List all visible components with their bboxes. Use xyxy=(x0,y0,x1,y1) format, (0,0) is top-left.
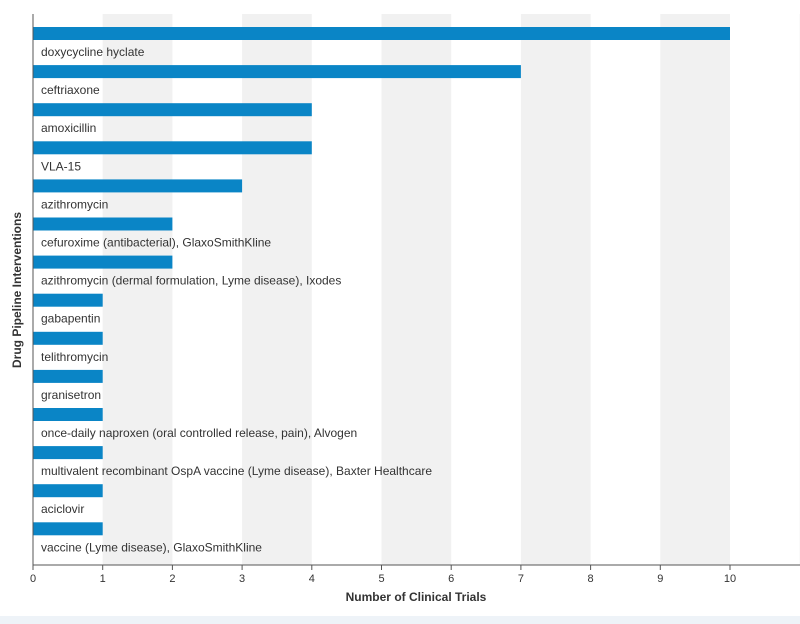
x-axis-title: Number of Clinical Trials xyxy=(346,590,487,604)
grid-bands xyxy=(102,14,800,565)
category-label: amoxicillin xyxy=(41,121,96,135)
x-tick-label: 3 xyxy=(239,573,245,585)
grid-band xyxy=(660,14,730,565)
x-ticks-group: 0 1 2 3 4 5 6 7 8 9 10 xyxy=(30,565,736,585)
category-label: once-daily naproxen (oral controlled rel… xyxy=(41,426,357,440)
x-tick-label: 1 xyxy=(100,573,106,585)
bar xyxy=(33,331,103,345)
grid-band xyxy=(381,14,452,565)
category-label: gabapentin xyxy=(41,312,100,326)
bar xyxy=(33,293,103,307)
bar xyxy=(33,217,173,231)
category-label: multivalent recombinant OspA vaccine (Ly… xyxy=(41,464,432,478)
bar xyxy=(33,369,103,383)
bars-group xyxy=(33,27,730,536)
x-tick-label: 6 xyxy=(448,573,454,585)
x-tick-label: 4 xyxy=(309,573,315,585)
bar xyxy=(33,408,103,421)
category-label: VLA-15 xyxy=(41,159,81,173)
x-tick-label: 2 xyxy=(169,573,175,585)
x-tick-label: 8 xyxy=(588,573,594,585)
y-axis-title: Drug Pipeline Interventions xyxy=(10,212,24,368)
grid-band xyxy=(520,14,591,565)
bar xyxy=(33,141,312,155)
bar xyxy=(33,255,173,269)
grid-band xyxy=(102,14,173,565)
category-label: granisetron xyxy=(41,388,101,402)
axes-group xyxy=(32,14,800,566)
category-label: azithromycin (dermal formulation, Lyme d… xyxy=(41,274,341,288)
category-label: ceftriaxone xyxy=(41,83,100,97)
x-tick-label: 7 xyxy=(518,573,524,585)
bar xyxy=(33,103,312,117)
x-tick-label: 9 xyxy=(657,573,663,585)
bar xyxy=(33,484,103,498)
category-label: cefuroxime (antibacterial), GlaxoSmithKl… xyxy=(41,236,271,250)
bar xyxy=(33,179,243,193)
bar xyxy=(33,446,103,460)
category-labels-group: doxycycline hyclate ceftriaxone amoxicilli… xyxy=(41,45,432,554)
footer-strip xyxy=(0,616,800,624)
x-tick-label: 10 xyxy=(724,573,736,585)
x-tick-label: 5 xyxy=(378,573,384,585)
category-label: telithromycin xyxy=(41,350,108,364)
grid-band xyxy=(242,14,312,565)
category-label: doxycycline hyclate xyxy=(41,45,145,59)
category-label: vaccine (Lyme disease), GlaxoSmithKline xyxy=(41,540,262,554)
bar xyxy=(33,27,730,40)
bar xyxy=(33,65,521,79)
x-tick-label: 0 xyxy=(30,573,36,585)
bar xyxy=(33,522,103,536)
category-label: azithromycin xyxy=(41,197,108,211)
category-label: aciclovir xyxy=(41,502,84,516)
